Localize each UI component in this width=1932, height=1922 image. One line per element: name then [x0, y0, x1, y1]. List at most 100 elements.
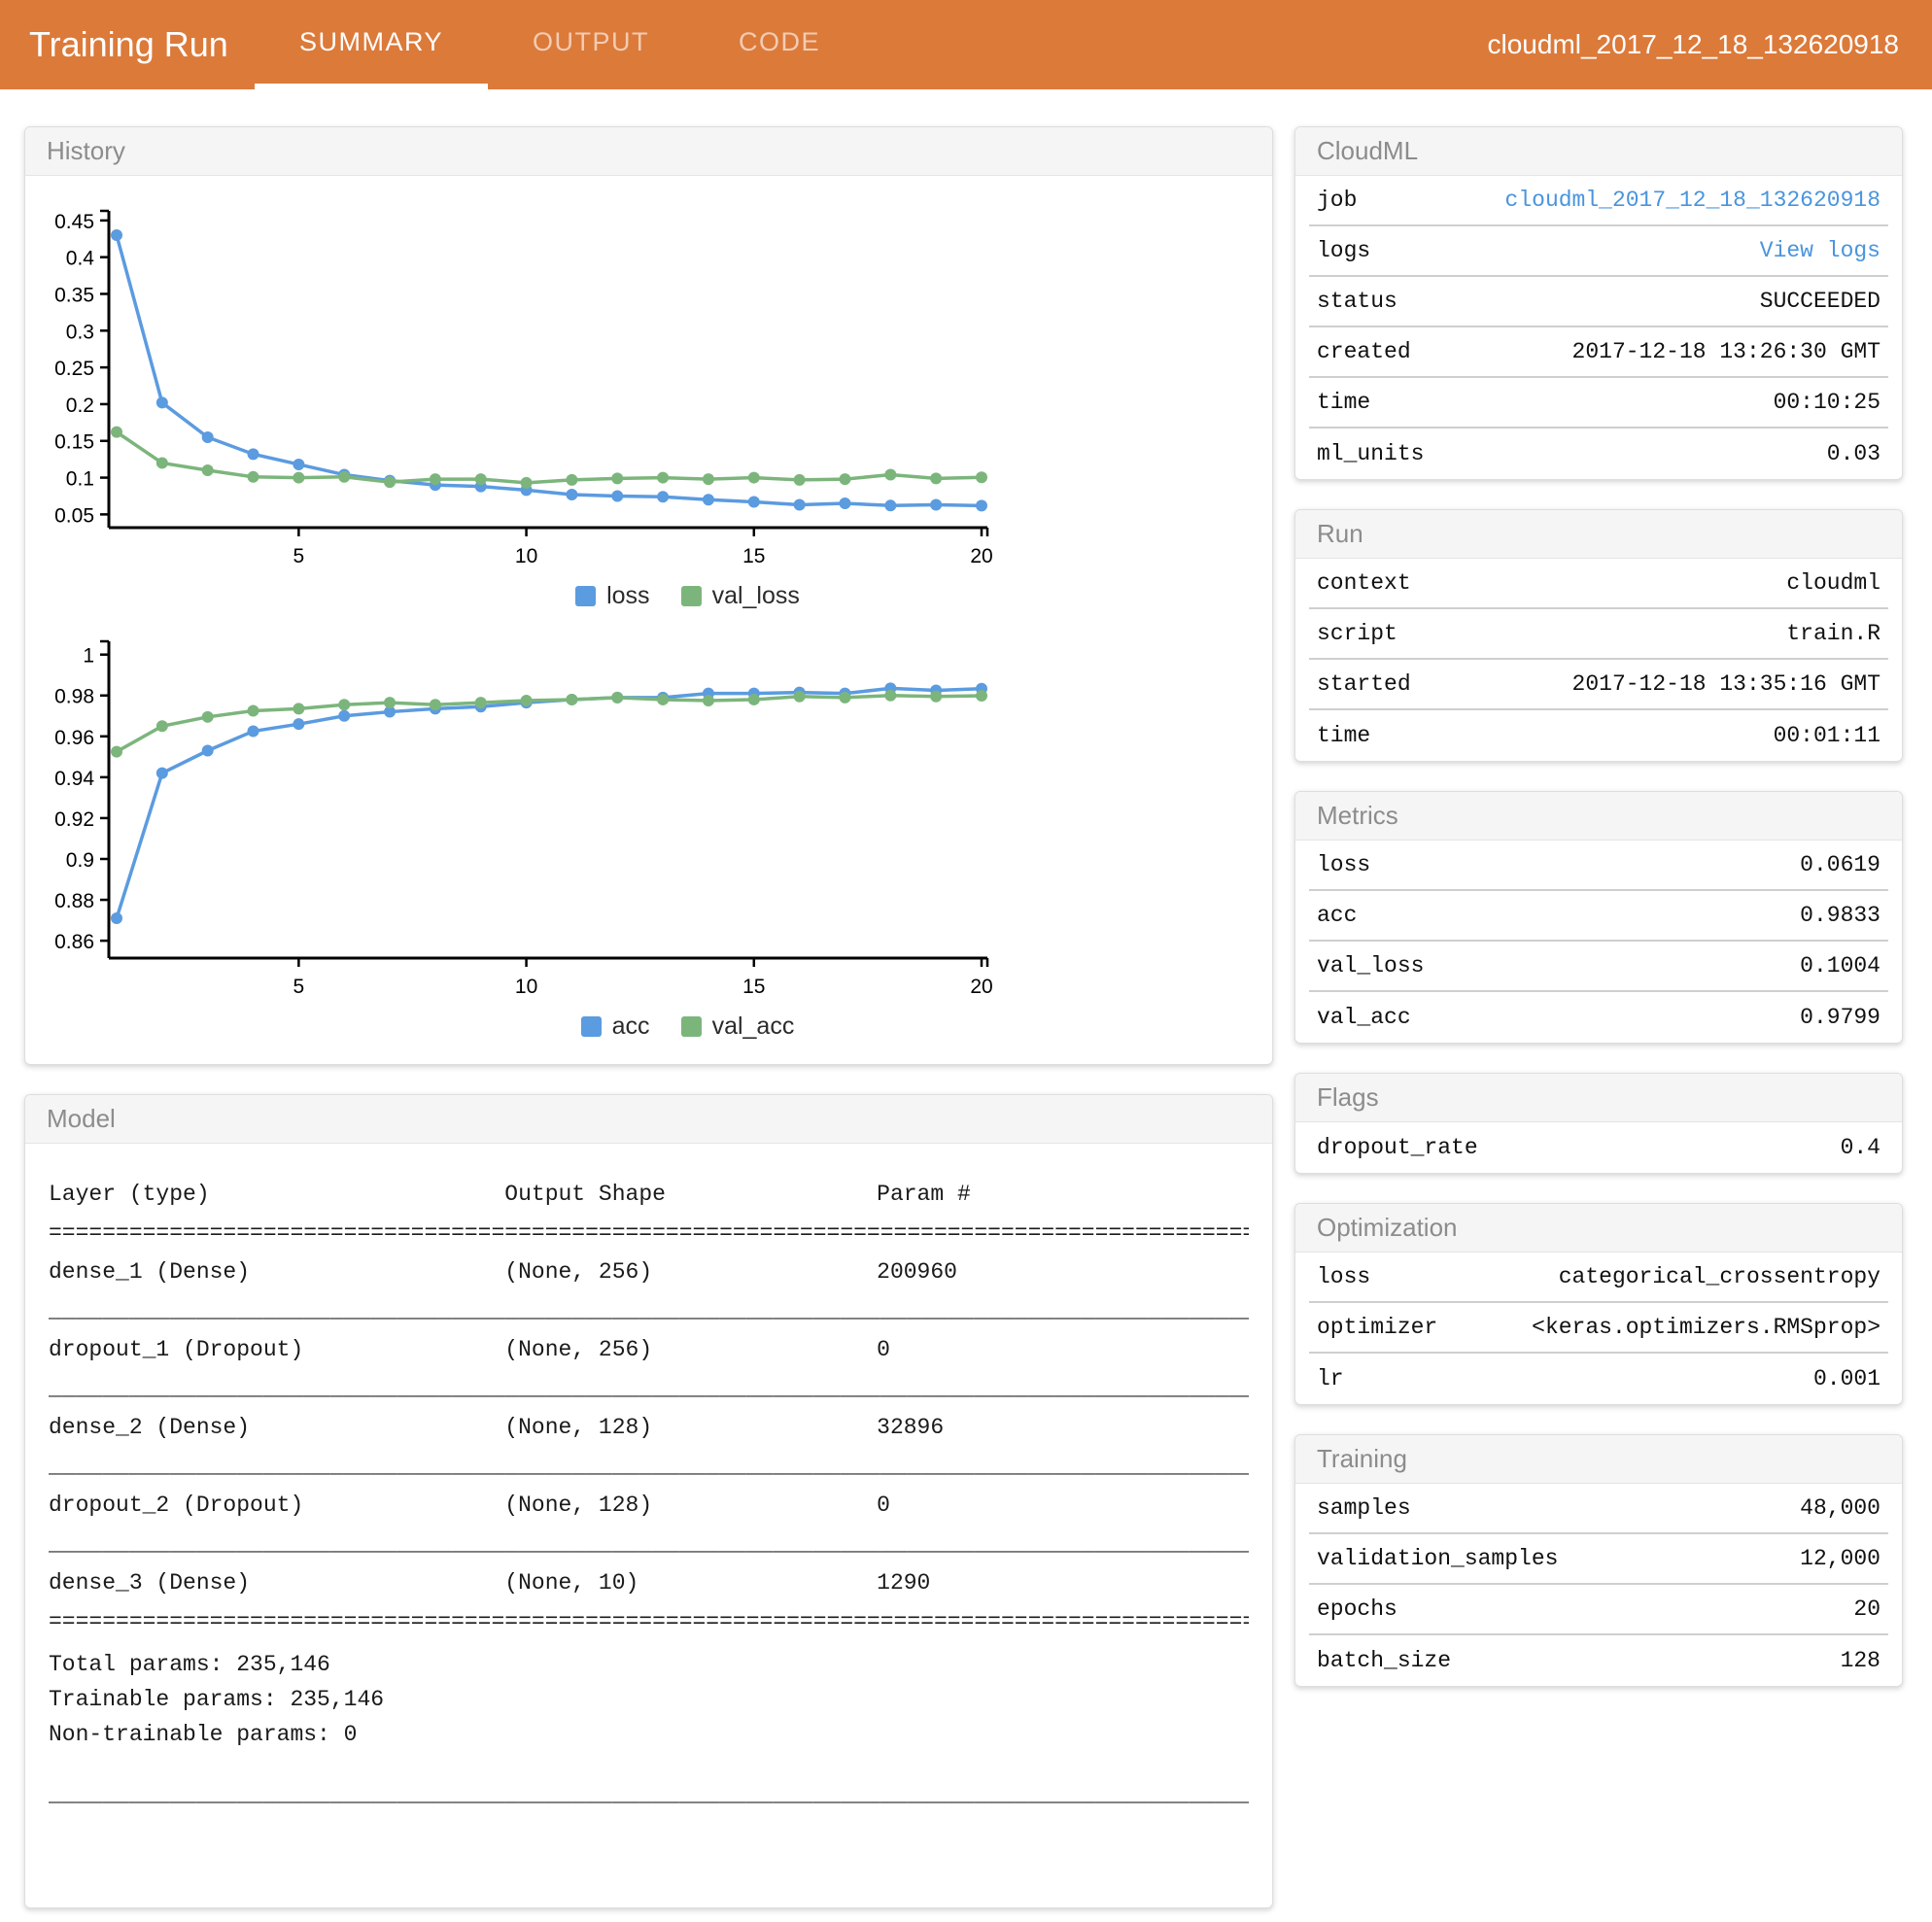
run-panel-title: Run: [1295, 510, 1902, 559]
training-panel-title: Training: [1295, 1435, 1902, 1484]
cloudml-panel-title: CloudML: [1295, 127, 1902, 176]
model-col-output: (None, 256): [504, 1337, 653, 1362]
training-rows: samples 48,000 validation_samples 12,000 epo…: [1295, 1484, 1902, 1686]
job-link[interactable]: cloudml_2017_12_18_132620918: [1504, 188, 1880, 213]
main-content: History 0.45 0.4 0.35 0.3 0.25 0.2 0.15 0.1 0.05…: [0, 89, 1932, 1908]
svg-text:0.3: 0.3: [66, 321, 94, 343]
tab-output[interactable]: OUTPUT: [533, 26, 650, 56]
run-row-script: script train.R: [1309, 609, 1888, 660]
model-col-output: (None, 10): [504, 1570, 639, 1596]
accuracy-history-chart: 1 0.98 0.96 0.94 0.92 0.9 0.88 0.86 5 10 15 20: [54, 639, 993, 998]
model-summary: Layer (type) Output Shape Param # =========…: [25, 1144, 1272, 1907]
model-separator: ________________________________________…: [49, 1531, 1249, 1557]
property-value: 00:10:25: [1773, 390, 1880, 415]
svg-text:15: 15: [742, 976, 765, 998]
tab-code[interactable]: CODE: [739, 26, 821, 56]
svg-text:0.86: 0.86: [54, 931, 94, 953]
property-key: val_loss: [1317, 953, 1425, 978]
property-value: <keras.optimizers.RMSprop>: [1532, 1315, 1880, 1340]
legend-swatch-val_acc: [680, 1016, 702, 1037]
model-table-row: dense_3 (Dense) (None, 10) 1290: [49, 1569, 1249, 1596]
legend-swatch-acc: [580, 1016, 602, 1037]
property-value: 2017-12-18 13:35:16 GMT: [1571, 671, 1880, 697]
svg-text:0.88: 0.88: [54, 890, 94, 912]
cloudml-row-logs: logs View logs: [1309, 226, 1888, 277]
property-key: logs: [1317, 238, 1371, 263]
cloudml-row-ml_units: ml_units 0.03: [1309, 429, 1888, 479]
run-rows: context cloudml script train.R started 2017-1…: [1295, 559, 1902, 761]
model-col-params: 0: [877, 1493, 890, 1518]
svg-text:0.2: 0.2: [66, 395, 94, 417]
cloudml-row-job: job cloudml_2017_12_18_132620918: [1309, 176, 1888, 226]
legend-item-val_loss: val_loss: [680, 582, 800, 610]
model-col-layer: dense_3 (Dense): [49, 1570, 251, 1596]
property-key: loss: [1317, 852, 1371, 877]
training-row-epochs: epochs 20: [1309, 1585, 1888, 1635]
training-panel: Training samples 48,000 validation_samples 1…: [1294, 1434, 1903, 1687]
property-key: context: [1317, 570, 1411, 596]
svg-text:20: 20: [970, 545, 992, 567]
property-key: batch_size: [1317, 1648, 1452, 1673]
svg-text:20: 20: [970, 976, 992, 998]
model-col-layer: dropout_1 (Dropout): [49, 1337, 304, 1362]
logs-link[interactable]: View logs: [1759, 238, 1880, 263]
app-header: Training Run SUMMARY OUTPUT CODE cloudml_2…: [0, 0, 1932, 89]
run-row-time: time 00:01:11: [1309, 710, 1888, 761]
property-key: val_acc: [1317, 1005, 1411, 1030]
optimization-row-optimizer: optimizer <keras.optimizers.RMSprop>: [1309, 1303, 1888, 1354]
property-value: 0.9833: [1800, 903, 1880, 928]
cloudml-row-created: created 2017-12-18 13:26:30 GMT: [1309, 327, 1888, 378]
model-col-layer: dense_2 (Dense): [49, 1415, 251, 1440]
property-value: SUCCEEDED: [1759, 289, 1880, 314]
loss-chart-legend: loss val_loss: [111, 582, 1264, 610]
property-key: started: [1317, 671, 1411, 697]
model-separator: ________________________________________…: [49, 1454, 1249, 1479]
property-value: 12,000: [1800, 1546, 1880, 1571]
metrics-panel: Metrics loss 0.0619 acc 0.9833 val_loss 0.1004…: [1294, 791, 1903, 1044]
legend-label-acc: acc: [611, 1012, 650, 1040]
training-row-validation_samples: validation_samples 12,000: [1309, 1534, 1888, 1585]
property-key: status: [1317, 289, 1397, 314]
legend-label-loss: loss: [606, 582, 650, 609]
training-row-samples: samples 48,000: [1309, 1484, 1888, 1534]
model-col-params: 1290: [877, 1570, 931, 1596]
model-col-layer: Layer (type): [49, 1182, 210, 1207]
optimization-rows: loss categorical_crossentropy optimizer <ke…: [1295, 1253, 1902, 1404]
property-key: time: [1317, 390, 1371, 415]
property-key: acc: [1317, 903, 1358, 928]
property-value: 0.001: [1812, 1366, 1880, 1391]
model-col-layer: dropout_2 (Dropout): [49, 1493, 304, 1518]
model-col-params: Param #: [877, 1182, 971, 1207]
flags-row-dropout_rate: dropout_rate 0.4: [1309, 1122, 1888, 1173]
property-key: samples: [1317, 1495, 1411, 1521]
legend-item-acc: acc: [580, 1012, 650, 1041]
model-params-total: Trainable params: 235,146: [49, 1687, 385, 1712]
history-panel-title: History: [25, 127, 1272, 176]
property-key: optimizer: [1317, 1315, 1438, 1340]
property-value: 0.0619: [1800, 852, 1880, 877]
property-value: 0.4: [1840, 1135, 1880, 1160]
model-col-layer: dense_1 (Dense): [49, 1259, 251, 1285]
svg-text:1: 1: [83, 645, 94, 668]
svg-text:0.35: 0.35: [54, 284, 94, 306]
property-key: dropout_rate: [1317, 1135, 1478, 1160]
svg-text:0.45: 0.45: [54, 211, 94, 233]
property-value: train.R: [1786, 621, 1880, 646]
svg-text:0.25: 0.25: [54, 358, 94, 380]
property-key: ml_units: [1317, 441, 1425, 466]
training-row-batch_size: batch_size 128: [1309, 1635, 1888, 1686]
left-column: History 0.45 0.4 0.35 0.3 0.25 0.2 0.15 0.1 0.05…: [24, 126, 1273, 1908]
property-key: lr: [1317, 1366, 1344, 1391]
property-key: time: [1317, 723, 1371, 748]
model-separator: ========================================…: [49, 1220, 1249, 1246]
model-col-output: (None, 128): [504, 1493, 653, 1518]
svg-text:10: 10: [515, 976, 537, 998]
legend-swatch-val_loss: [680, 586, 702, 606]
tab-summary[interactable]: SUMMARY: [255, 0, 489, 89]
model-params-total: Total params: 235,146: [49, 1652, 330, 1677]
run-id-label: cloudml_2017_12_18_132620918: [1487, 29, 1900, 59]
model-col-output: (None, 128): [504, 1415, 653, 1440]
run-row-context: context cloudml: [1309, 559, 1888, 609]
legend-label-val_acc: val_acc: [711, 1012, 795, 1040]
